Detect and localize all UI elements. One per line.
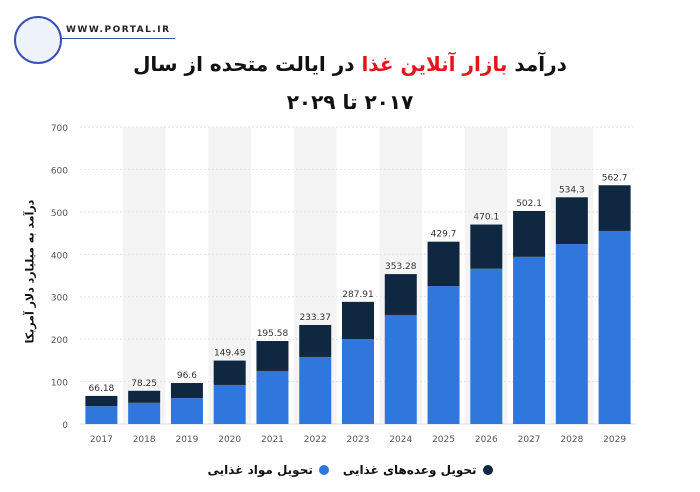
bar-segment: [384, 274, 417, 315]
data-label: 96.6: [177, 371, 197, 381]
x-tick-label: 2022: [304, 435, 327, 445]
data-label: 534.3: [559, 185, 585, 195]
bar-segment: [342, 339, 374, 424]
bar-segment: [470, 224, 503, 269]
y-tick-label: 600: [51, 166, 68, 176]
x-tick-label: 2021: [261, 435, 284, 445]
bar-segment: [85, 406, 118, 424]
bar-segment: [85, 395, 118, 407]
x-tick-label: 2023: [347, 435, 370, 445]
legend-label: تحویل وعده‌های غذایی: [342, 463, 477, 477]
legend-dot: [318, 465, 329, 475]
bar-segment: [128, 402, 161, 424]
x-tick-label: 2019: [175, 435, 198, 445]
data-label: 66.18: [89, 384, 115, 394]
x-tick-label: 2029: [603, 435, 626, 445]
data-label: 429.7: [431, 230, 457, 240]
bar-segment: [555, 244, 588, 424]
bar-segment: [384, 314, 417, 424]
bar-segment: [299, 324, 332, 357]
data-label: 353.28: [385, 262, 417, 272]
bar-segment: [256, 341, 289, 371]
background-stripe: [122, 127, 166, 424]
data-label: 287.91: [342, 290, 374, 300]
legend-dot: [482, 465, 493, 475]
y-tick-label: 200: [51, 336, 68, 346]
y-tick-label: 0: [62, 421, 68, 431]
data-label: 502.1: [516, 199, 542, 209]
x-tick-label: 2024: [389, 435, 412, 445]
bar-segment: [513, 210, 546, 257]
legend-label: تحویل مواد غذایی: [207, 463, 313, 477]
bar-segment: [170, 398, 203, 424]
bar-segment: [427, 241, 460, 287]
bar-segment: [342, 301, 374, 340]
brand-url: WWW.PORTAL.IR: [66, 25, 171, 35]
y-tick-label: 500: [51, 209, 68, 219]
data-label: 195.58: [257, 329, 289, 339]
bar-segment: [598, 185, 631, 231]
bar-segment: [427, 286, 460, 424]
x-tick-label: 2026: [475, 435, 498, 445]
data-label: 470.1: [473, 213, 499, 223]
data-label: 78.25: [131, 379, 157, 389]
chart-title: درآمد بازار آنلاین غذا در ایالت متحده از…: [0, 52, 700, 76]
bar-segment: [513, 256, 546, 424]
bar-segment: [299, 356, 332, 424]
title-highlight: بازار آنلاین غذا: [361, 52, 508, 76]
title-part2: در ایالت متحده از سال: [133, 52, 362, 76]
data-label: 149.49: [214, 349, 246, 359]
portal-logo: [14, 16, 62, 64]
legend: تحویل وعده‌های غذایی تحویل مواد غذایی: [0, 463, 700, 477]
legend-item-grocery: تحویل مواد غذایی: [208, 463, 329, 477]
title-part1: درآمد: [507, 52, 567, 76]
y-tick-label: 400: [51, 251, 68, 261]
bar-segment: [170, 383, 203, 399]
x-tick-label: 2025: [432, 435, 455, 445]
y-axis-label: درآمد به میلیارد دلار آمریکا: [23, 199, 37, 344]
y-tick-label: 100: [51, 379, 68, 389]
y-tick-label: 700: [51, 124, 68, 134]
data-label: 562.7: [602, 173, 628, 183]
bar-segment: [213, 384, 246, 424]
x-tick-label: 2018: [133, 435, 156, 445]
y-tick-label: 300: [51, 294, 68, 304]
data-label: 233.37: [299, 313, 331, 323]
bar-segment: [213, 360, 246, 385]
legend-item-meal: تحویل وعده‌های غذایی: [343, 463, 493, 477]
chart-title-line2: ۲۰۱۷ تا ۲۰۲۹: [286, 90, 414, 114]
brand-divider: [60, 38, 175, 39]
bar-segment: [555, 197, 588, 245]
bar-segment: [598, 230, 631, 424]
x-tick-label: 2028: [560, 435, 583, 445]
x-tick-label: 2027: [518, 435, 541, 445]
bar-segment: [256, 370, 289, 424]
x-tick-label: 2020: [218, 435, 241, 445]
bar-segment: [470, 268, 503, 424]
bar-segment: [128, 390, 161, 403]
x-tick-label: 2017: [90, 435, 113, 445]
